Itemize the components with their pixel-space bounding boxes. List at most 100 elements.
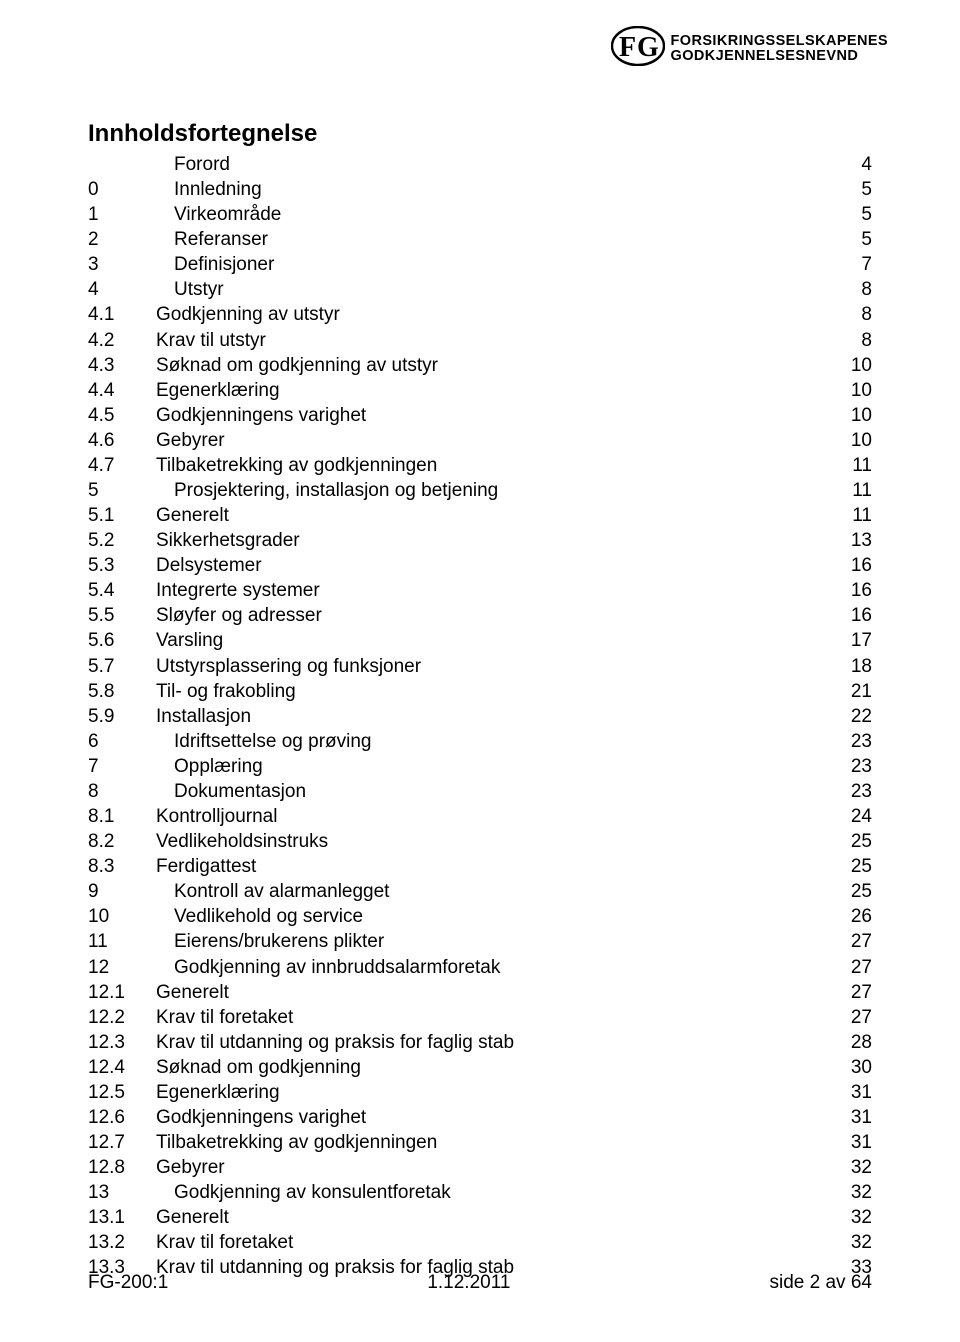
toc-page-number: 16 bbox=[844, 603, 872, 628]
logo-line-2: GODKJENNELSESNEVND bbox=[671, 49, 888, 64]
toc-label: Utstyr bbox=[156, 277, 224, 302]
toc-label: Dokumentasjon bbox=[156, 779, 306, 804]
toc-label: Tilbaketrekking av godkjenningen bbox=[156, 453, 437, 478]
toc-number: 5.2 bbox=[88, 528, 156, 553]
toc-number: 12.7 bbox=[88, 1130, 156, 1155]
toc-page-number: 10 bbox=[844, 403, 872, 428]
toc-page-number: 8 bbox=[844, 302, 872, 327]
toc-label: Godkjenning av utstyr bbox=[156, 302, 340, 327]
toc-row: 4.2Krav til utstyr8 bbox=[88, 328, 872, 353]
toc-number: 10 bbox=[88, 904, 156, 929]
toc-label: Generelt bbox=[156, 1205, 229, 1230]
toc-label: Krav til utstyr bbox=[156, 328, 266, 353]
footer-right: side 2 av 64 bbox=[770, 1272, 872, 1294]
toc-page-number: 24 bbox=[844, 804, 872, 829]
toc-row: 2Referanser5 bbox=[88, 227, 872, 252]
toc-row: 4.5Godkjenningens varighet10 bbox=[88, 403, 872, 428]
toc-number: 4.4 bbox=[88, 378, 156, 403]
toc-page-number: 25 bbox=[844, 854, 872, 879]
toc-label: Krav til foretaket bbox=[156, 1005, 293, 1030]
toc-row: 12.5Egenerklæring31 bbox=[88, 1080, 872, 1105]
toc-label: Opplæring bbox=[156, 754, 263, 779]
toc-row: 7Opplæring23 bbox=[88, 754, 872, 779]
toc-number: 4.2 bbox=[88, 328, 156, 353]
toc-row: 13Godkjenning av konsulentforetak32 bbox=[88, 1180, 872, 1205]
toc-page-number: 22 bbox=[844, 704, 872, 729]
fg-logo-icon: F G bbox=[611, 26, 665, 72]
toc-number: 4.6 bbox=[88, 428, 156, 453]
toc-page-number: 10 bbox=[844, 353, 872, 378]
toc-page-number: 31 bbox=[844, 1130, 872, 1155]
toc-page-number: 31 bbox=[844, 1080, 872, 1105]
toc-label: Krav til foretaket bbox=[156, 1230, 293, 1255]
toc-number: 12.4 bbox=[88, 1055, 156, 1080]
page-footer: FG-200:1 1.12.2011 side 2 av 64 bbox=[88, 1272, 872, 1294]
toc-number: 13 bbox=[88, 1180, 156, 1205]
toc-number: 0 bbox=[88, 177, 156, 202]
toc-page-number: 23 bbox=[844, 754, 872, 779]
toc-number: 12.3 bbox=[88, 1030, 156, 1055]
toc-number: 4.5 bbox=[88, 403, 156, 428]
page-title: Innholdsfortegnelse bbox=[88, 120, 872, 148]
toc-number: 5.8 bbox=[88, 679, 156, 704]
toc-number: 4.7 bbox=[88, 453, 156, 478]
toc-page-number: 28 bbox=[844, 1030, 872, 1055]
toc-label: Ferdigattest bbox=[156, 854, 256, 879]
toc-page-number: 27 bbox=[844, 980, 872, 1005]
toc-label: Vedlikehold og service bbox=[156, 904, 363, 929]
toc-number: 8 bbox=[88, 779, 156, 804]
toc-number: 5.6 bbox=[88, 628, 156, 653]
toc-row: 5.3Delsystemer16 bbox=[88, 553, 872, 578]
toc-page-number: 8 bbox=[844, 277, 872, 302]
toc-page-number: 32 bbox=[844, 1230, 872, 1255]
footer-left: FG-200:1 bbox=[88, 1272, 168, 1294]
toc-page-number: 5 bbox=[844, 177, 872, 202]
toc-number: 8.1 bbox=[88, 804, 156, 829]
toc-number: 12.8 bbox=[88, 1155, 156, 1180]
toc-page-number: 18 bbox=[844, 654, 872, 679]
toc-number: 4.3 bbox=[88, 353, 156, 378]
toc-number: 5.7 bbox=[88, 654, 156, 679]
toc-row: 4.4Egenerklæring10 bbox=[88, 378, 872, 403]
toc-row: 5Prosjektering, installasjon og betjenin… bbox=[88, 478, 872, 503]
toc-row: 4.3Søknad om godkjenning av utstyr10 bbox=[88, 353, 872, 378]
toc-label: Søknad om godkjenning bbox=[156, 1055, 361, 1080]
toc-page-number: 27 bbox=[844, 955, 872, 980]
toc-page-number: 5 bbox=[844, 202, 872, 227]
toc-page-number: 21 bbox=[844, 679, 872, 704]
toc-label: Eierens/brukerens plikter bbox=[156, 929, 384, 954]
toc-row: 5.5Sløyfer og adresser16 bbox=[88, 603, 872, 628]
toc-page-number: 17 bbox=[844, 628, 872, 653]
toc-row: 8.1Kontrolljournal24 bbox=[88, 804, 872, 829]
toc-row: 4.6Gebyrer10 bbox=[88, 428, 872, 453]
toc-page-number: 10 bbox=[844, 428, 872, 453]
toc-page-number: 16 bbox=[844, 578, 872, 603]
toc-number: 4.1 bbox=[88, 302, 156, 327]
toc-label: Kontroll av alarmanlegget bbox=[156, 879, 389, 904]
toc-row: 5.2Sikkerhetsgrader13 bbox=[88, 528, 872, 553]
toc-page-number: 32 bbox=[844, 1180, 872, 1205]
toc-row: 12.7Tilbaketrekking av godkjenningen31 bbox=[88, 1130, 872, 1155]
company-logo: F G FORSIKRINGSSELSKAPENES GODKJENNELSES… bbox=[611, 26, 888, 72]
toc-row: 9Kontroll av alarmanlegget25 bbox=[88, 879, 872, 904]
toc-number: 5.4 bbox=[88, 578, 156, 603]
toc-page-number: 25 bbox=[844, 879, 872, 904]
toc-label: Til- og frakobling bbox=[156, 679, 296, 704]
toc-label: Virkeområde bbox=[156, 202, 281, 227]
toc-page-number: 32 bbox=[844, 1155, 872, 1180]
toc-label: Generelt bbox=[156, 503, 229, 528]
toc-number: 8.2 bbox=[88, 829, 156, 854]
toc-page-number: 7 bbox=[844, 252, 872, 277]
toc-number: 5.5 bbox=[88, 603, 156, 628]
toc-label: Innledning bbox=[156, 177, 262, 202]
toc-row: 5.1Generelt11 bbox=[88, 503, 872, 528]
toc-row: 5.8Til- og frakobling 21 bbox=[88, 679, 872, 704]
logo-line-1: FORSIKRINGSSELSKAPENES bbox=[671, 34, 888, 49]
footer-center: 1.12.2011 bbox=[427, 1272, 510, 1294]
toc-label: Krav til utdanning og praksis for faglig… bbox=[156, 1030, 514, 1055]
toc-number: 5.3 bbox=[88, 553, 156, 578]
toc-label: Integrerte systemer bbox=[156, 578, 320, 603]
toc-row: 12.6Godkjenningens varighet31 bbox=[88, 1105, 872, 1130]
toc-row: 12.2Krav til foretaket27 bbox=[88, 1005, 872, 1030]
toc-row: 5.6Varsling17 bbox=[88, 628, 872, 653]
